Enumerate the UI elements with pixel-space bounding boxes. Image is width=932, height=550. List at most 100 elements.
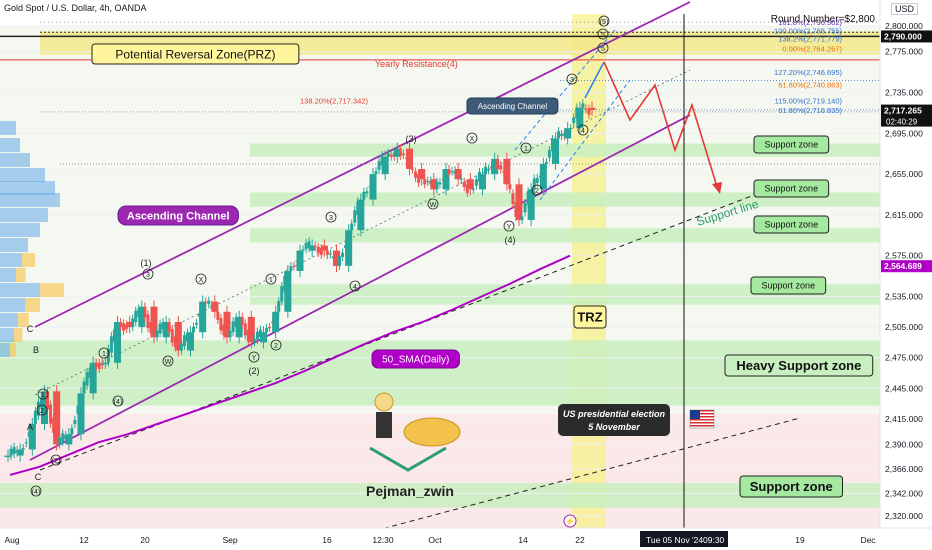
currency-button[interactable]: USD [890,3,918,15]
wave-W2-ring [427,198,439,210]
flag-stripe-1 [690,413,714,415]
support-zone-label-3-text: Support zone [762,281,816,291]
candle-body-27 [333,250,340,266]
volume-bar-alt-12 [25,298,40,312]
candle-sub-body-24-1 [301,249,305,251]
candle-body-19 [235,316,243,338]
support-zone-label-3-box [750,276,827,295]
candle-sub-body-21-1 [265,327,269,333]
candle-sub-body-37-1 [459,178,463,180]
candle-sub-body-31-1 [386,152,390,157]
wave-ii: (2) [52,458,61,465]
candle-sub-body-9-1 [119,321,123,327]
candle-body-26 [320,245,328,251]
wave-Y-ring [248,351,260,363]
candle-body-4 [53,391,61,445]
support-zone-label-1: Support zone [753,179,830,198]
support-zone-label-0-box [753,135,830,154]
zone-4 [250,284,880,305]
support-zone-label-2-box [753,215,830,234]
y-tick-1: 2,342.000 [885,488,923,498]
wave-1-major: (1) [141,258,152,268]
wave-4-ring [349,280,361,292]
candle-sub-body-40-1 [496,158,500,169]
candle-sub-body-46-1 [569,127,573,129]
flag-stripe-3 [690,419,714,421]
y-tick-10: 2,615.000 [885,210,923,220]
candle-body-33 [406,148,413,170]
flag-stripe-0 [690,410,714,412]
candle-sub-body-43-1 [532,178,536,190]
zone-3 [250,228,880,243]
gold-pile [403,417,461,447]
trz-band [572,14,606,528]
wave-B: B [33,345,39,355]
candle-sub-body-11-1 [143,306,147,318]
fib-label-6: 115.00%(2,719.140) [775,97,843,106]
wave-W: W [165,359,172,366]
channel-upper [34,1,691,328]
wave-W2: W [430,202,437,209]
candle-sub-body-12-1 [155,330,159,338]
x-tick-2: 20 [140,535,150,545]
wave-i: 1 [102,351,106,358]
candle-body-37 [454,169,462,180]
candle-body-38 [466,179,474,190]
candle-body-35 [430,179,438,190]
candle-sub-body-13-1 [167,321,171,332]
candle-sub-body-5-1 [70,428,74,435]
candle-sub-body-15-2 [195,322,199,325]
candle-body-32 [393,148,401,157]
fib-label-2: 138.2%(2,771.779) [778,35,842,44]
candle-sub-body-30-2 [377,161,381,170]
candle-body-2 [28,423,36,450]
support-line-2 [339,417,801,541]
candle-body-11 [138,306,146,328]
wave-2-ring [270,339,282,351]
wave-X2-ring [466,132,478,144]
candle-sub-body-14-2 [182,335,186,346]
wave-iv: (4) [114,399,123,406]
candle-sub-body-8-2 [109,336,113,353]
x-tick-5: 12:30 [372,535,394,545]
candle-sub-body-3-1 [46,391,50,410]
candle-sub-body-33-2 [414,171,418,178]
projection-path [603,61,719,191]
candle-sub-body-4-1 [58,437,62,445]
candle-body-6 [77,393,85,435]
x-tick-1: 12 [79,535,89,545]
mascot-chevron [369,446,447,472]
candle-sub-body-30-1 [374,171,378,175]
sma-line [9,254,571,476]
support-zone-label-0: Support zone [753,135,830,154]
candle-body-15 [187,332,194,351]
volume-bar-alt-15 [10,343,16,357]
candle-body-20 [247,316,255,343]
flag-stripe-5 [690,425,714,427]
support-zone-bottom-label: Support zone [739,475,843,498]
candle-sub-body-28-1 [350,223,354,231]
sma-label-text: 50_SMA(Daily) [382,355,449,366]
volume-bar-3 [0,168,45,182]
wave-2-major: (2) [249,366,260,376]
candle-sub-body-34-2 [426,180,430,182]
candle-sub-body-25-2 [316,246,320,254]
candle-sub-body-2-1 [33,410,37,424]
candle-sub-body-47-1 [581,103,585,108]
candle-sub-body-24-2 [304,242,308,250]
candle-body-34 [418,169,426,180]
volume-profile [0,121,64,357]
round-number-label: Round Number=$2,800 [771,14,876,25]
candle-sub-body-10-2 [134,310,138,322]
y-tick-4: 2,415.000 [885,414,923,424]
wave-X: X [199,277,204,284]
wave-2b: 2 [535,188,539,195]
candle-body-0 [4,455,12,458]
support-zone-label-0-text: Support zone [765,140,819,150]
candle-sub-body-44-2 [547,150,551,158]
wave-1b-ring [520,142,532,154]
x-tick-10: Dec [860,535,876,545]
wave-5b-ring [597,28,609,40]
candle-sub-body-3-2 [49,404,53,424]
